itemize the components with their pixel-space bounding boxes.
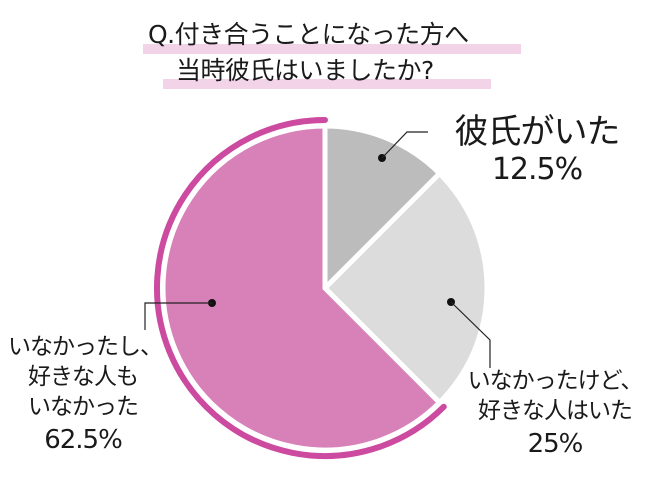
slice-had-boyfriend bbox=[322, 123, 443, 291]
title-line-1: Q.付き合うことになった方へ bbox=[148, 20, 469, 49]
title-highlight-1 bbox=[143, 44, 521, 54]
highlight-arc bbox=[154, 117, 447, 459]
leader-crush bbox=[447, 298, 491, 368]
title-highlight-2 bbox=[163, 79, 491, 89]
label-had-boyfriend: 彼氏がいた 12.5% bbox=[454, 112, 621, 187]
leader-boyfriend bbox=[378, 131, 428, 162]
slice-had-crush bbox=[322, 170, 490, 406]
label-had-crush: いなかったけど、 好きな人はいた 25% bbox=[467, 368, 644, 459]
slice-neither bbox=[160, 123, 443, 453]
label-neither: いなかったし、 好きな人も いなかった 62.5% bbox=[8, 334, 163, 455]
title-line-2: 当時彼氏はいましたか? bbox=[176, 56, 434, 85]
leader-neither bbox=[144, 299, 216, 330]
chart-title: Q.付き合うことになった方へ 当時彼氏はいましたか? bbox=[0, 0, 650, 110]
